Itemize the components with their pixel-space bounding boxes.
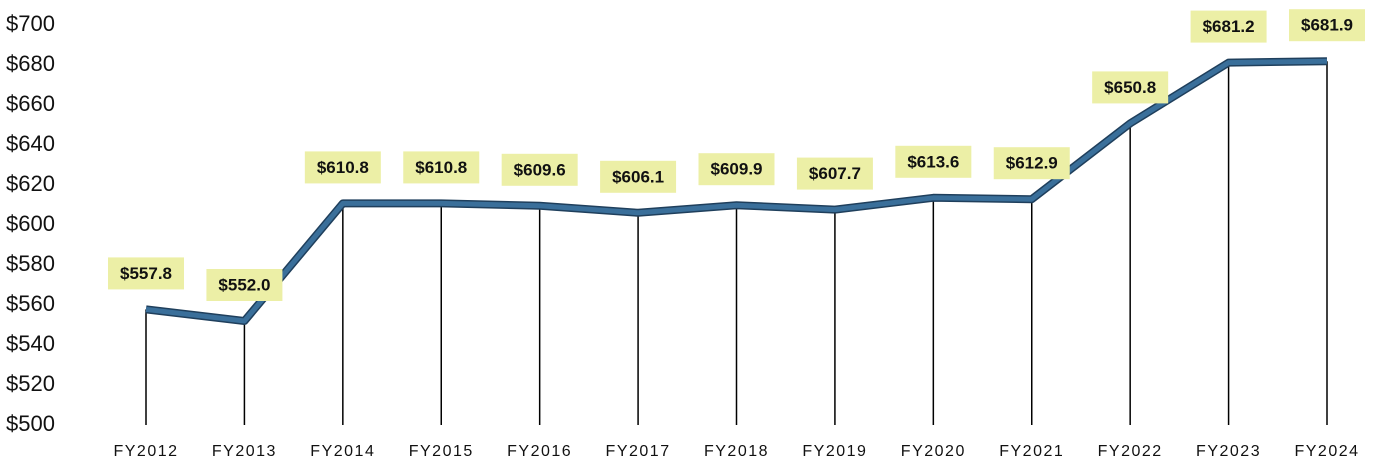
value-label-box — [1092, 71, 1169, 104]
value-label: $610.8 — [317, 158, 369, 177]
line — [145, 58, 1328, 324]
y-tick-label: $660 — [6, 91, 55, 116]
value-label: $650.8 — [1104, 78, 1156, 97]
x-tick-label: FY2020 — [901, 443, 966, 460]
x-tick-label: FY2017 — [606, 443, 671, 460]
value-label-box — [304, 151, 381, 184]
value-label-box — [895, 145, 972, 178]
value-label: $557.8 — [120, 264, 172, 283]
x-tick-label: FY2015 — [409, 443, 474, 460]
value-label-box — [1289, 9, 1365, 42]
value-label-box — [796, 157, 873, 190]
x-tick-label: FY2016 — [507, 443, 572, 460]
value-label: $606.1 — [612, 167, 664, 186]
x-tick-label: FY2024 — [1294, 443, 1359, 460]
x-tick-label: FY2018 — [704, 443, 769, 460]
y-tick-label: $560 — [6, 291, 55, 316]
value-label-box — [993, 147, 1070, 180]
y-tick-label: $540 — [6, 331, 55, 356]
y-tick-label: $640 — [6, 131, 55, 156]
value-label: $612.9 — [1006, 154, 1058, 173]
value-label: $607.7 — [809, 164, 861, 183]
x-tick-label: FY2023 — [1196, 443, 1261, 460]
value-label-box — [600, 160, 677, 193]
x-tick-label: FY2021 — [999, 443, 1064, 460]
y-tick-label: $580 — [6, 251, 55, 276]
x-tick-label: FY2019 — [802, 443, 867, 460]
value-label-box — [403, 151, 480, 184]
value-label: $609.9 — [711, 160, 763, 179]
y-tick-label: $680 — [6, 51, 55, 76]
y-tick-label: $500 — [6, 411, 55, 436]
value-label: $552.0 — [218, 275, 270, 294]
x-tick-label: FY2012 — [113, 443, 178, 460]
value-label: $681.9 — [1301, 16, 1353, 35]
x-tick-label: FY2014 — [310, 443, 375, 460]
value-label: $610.8 — [415, 158, 467, 177]
value-label-box — [206, 269, 283, 301]
x-tick-label: FY2022 — [1098, 443, 1163, 460]
value-label-box — [1190, 10, 1267, 43]
x-tick-label: FY2013 — [212, 443, 277, 460]
value-label: $609.6 — [514, 160, 566, 179]
y-tick-label: $620 — [6, 171, 55, 196]
y-tick-label: $600 — [6, 211, 55, 236]
value-label-box — [501, 153, 578, 186]
value-label: $613.6 — [907, 152, 959, 171]
value-label: $681.2 — [1203, 17, 1255, 36]
value-label-box — [698, 153, 775, 186]
y-tick-label: $520 — [6, 371, 55, 396]
value-label-box — [108, 257, 184, 290]
y-tick-label: $700 — [6, 11, 55, 36]
